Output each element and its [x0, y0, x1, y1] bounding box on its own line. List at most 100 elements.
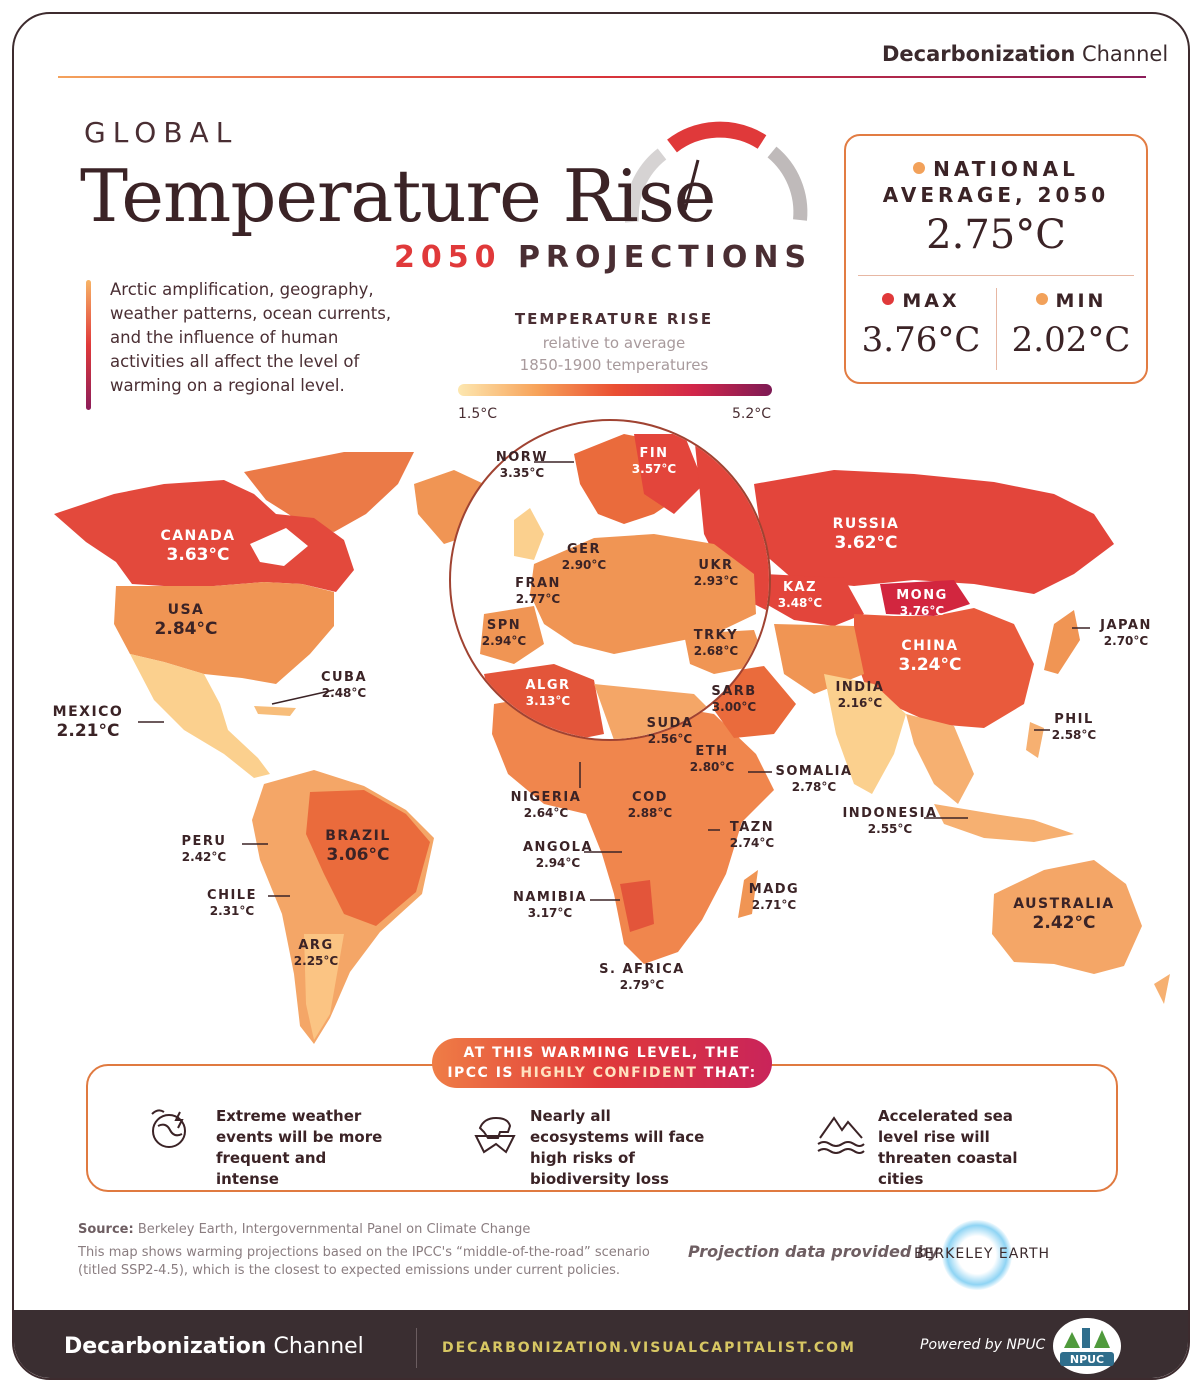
footer-bar — [14, 1310, 1188, 1378]
berkeley-earth-logo-text: BERKELEY EARTH — [914, 1246, 1051, 1262]
country-label-norw: NORW 3.35°C — [495, 450, 549, 480]
country-label-phil: PHIL 2.58°C — [1051, 712, 1097, 742]
country-label-madg: MADG 2.71°C — [748, 882, 800, 912]
stats-max-label: MAX — [846, 290, 996, 312]
mexico-shape — [130, 654, 270, 778]
europe-mainland-shape — [530, 534, 756, 654]
legend-max: 5.2°C — [732, 406, 772, 422]
country-label-arg: ARG 2.25°C — [293, 938, 339, 968]
stats-divider — [858, 275, 1134, 276]
stats-min-value: 2.02°C — [1011, 320, 1131, 360]
greenland-shape — [244, 452, 414, 532]
country-label-mong: MONG 3.76°C — [896, 588, 948, 618]
svg-text:NPUC: NPUC — [1070, 1353, 1104, 1366]
npuc-logo-icon: NPUC — [1053, 1318, 1121, 1374]
russia-shape — [754, 470, 1114, 594]
country-label-tazn: TAZN 2.74°C — [729, 820, 775, 850]
country-label-spn: SPN 2.94°C — [481, 618, 527, 648]
country-label-india: INDIA 2.16°C — [835, 680, 885, 710]
provided-by-label: Projection data provided by — [688, 1242, 939, 1261]
infographic-card: Decarbonization Channel GLOBAL Temperatu… — [12, 12, 1190, 1380]
stats-box: NATIONAL AVERAGE, 2050 2.75°C MAX MIN 3.7… — [844, 134, 1148, 384]
madagascar-shape — [738, 870, 758, 918]
powered-by-label: Powered by NPUC — [920, 1337, 1046, 1353]
country-label-sarb: SARB 3.00°C — [711, 684, 757, 714]
country-label-usa: USA 2.84°C — [154, 602, 218, 639]
legend-gradient-bar — [458, 384, 772, 396]
ipcc-item-sea-level: Accelerated sea level rise will threaten… — [878, 1107, 1018, 1188]
country-label-trky: TRKY 2.68°C — [693, 628, 739, 658]
stats-max-value: 3.76°C — [861, 320, 981, 360]
turkey-shape — [684, 630, 766, 674]
country-label-indonesia: INDONESIA 2.55°C — [842, 806, 938, 836]
ipcc-item-ecosystems: Nearly all ecosystems will face high ris… — [530, 1107, 705, 1188]
china-shape — [854, 608, 1034, 728]
country-label-cuba: CUBA 2.48°C — [320, 670, 368, 700]
mongolia-shape — [880, 580, 970, 616]
country-label-eth: ETH 2.80°C — [689, 744, 735, 774]
stats-average-value: 2.75°C — [926, 212, 1066, 258]
country-label-angola: ANGOLA 2.94°C — [522, 840, 594, 870]
footer-divider — [416, 1328, 417, 1368]
india-shape — [824, 674, 906, 794]
max-dot-icon — [882, 293, 895, 305]
country-label-brazil: BRAZIL 3.06°C — [325, 828, 391, 865]
usa-shape — [114, 582, 334, 684]
argentina-shape — [304, 934, 344, 1040]
methodology-note: This map shows warming projections based… — [78, 1245, 650, 1278]
namibia-shape — [620, 880, 654, 932]
legend-title: TEMPERATURE RISE — [514, 310, 714, 328]
avg-dot-icon — [913, 162, 926, 174]
arabia-shape — [714, 666, 796, 738]
country-label-s-africa: S. AFRICA 2.79°C — [599, 962, 685, 992]
africa-shape — [492, 690, 774, 964]
page-title: Temperature Rise — [80, 154, 716, 238]
title-global: GLOBAL — [84, 116, 239, 149]
min-dot-icon — [1035, 293, 1048, 305]
country-label-japan: JAPAN 2.70°C — [1100, 618, 1152, 648]
country-label-peru: PERU 2.42°C — [181, 834, 227, 864]
country-label-mexico: MEXICO 2.21°C — [52, 704, 124, 741]
japan-shape — [1044, 610, 1080, 674]
ipcc-item-weather: Extreme weather events will be more freq… — [216, 1107, 383, 1188]
country-label-chile: CHILE 2.31°C — [207, 888, 257, 918]
flooded-city-icon — [817, 1116, 865, 1154]
country-label-suda: SUDA 2.56°C — [646, 716, 694, 746]
intro-text: Arctic amplification, geography, weather… — [110, 280, 392, 395]
footer-url-link[interactable]: DECARBONIZATION.VISUALCAPITALIST.COM — [442, 1340, 856, 1356]
stats-average-label: NATIONAL AVERAGE, 2050 — [882, 157, 1110, 207]
gauge-icon — [624, 121, 808, 223]
finland-shape — [634, 434, 704, 514]
country-label-australia: AUSTRALIA 2.42°C — [1013, 896, 1115, 933]
country-label-china: CHINA 3.24°C — [898, 638, 962, 675]
storm-globe-icon — [151, 1109, 186, 1148]
stats-min-label: MIN — [996, 290, 1146, 312]
brazil-shape — [306, 790, 430, 926]
kazakhstan-shape — [764, 574, 864, 626]
legend-subtitle: relative to average 1850-1900 temperature… — [519, 334, 709, 374]
stats-divider-vertical — [996, 288, 997, 370]
ipcc-pill: AT THIS WARMING LEVEL, THE IPCC IS HIGHLY… — [432, 1038, 772, 1088]
brand-logo-top: Decarbonization Channel — [882, 42, 1169, 66]
brand-logo-bottom: Decarbonization Channel — [64, 1334, 364, 1359]
berkeley-earth-logo-icon — [942, 1220, 1012, 1290]
title-projections: 2050 PROJECTIONS — [394, 240, 813, 275]
country-label-nigeria: NIGERIA 2.64°C — [510, 790, 582, 820]
country-label-ukr: UKR 2.93°C — [693, 558, 739, 588]
indonesia-shape — [934, 804, 1074, 842]
header-rule — [58, 76, 1146, 78]
legend-min: 1.5°C — [458, 406, 498, 422]
world-map — [54, 419, 1170, 1044]
uk-shape — [514, 508, 544, 560]
polar-bear-icon — [474, 1116, 516, 1154]
country-label-fran: FRAN 2.77°C — [515, 576, 561, 606]
country-label-namibia: NAMIBIA 3.17°C — [512, 890, 588, 920]
australia-shape — [992, 860, 1142, 974]
intro-accent-bar — [86, 280, 91, 410]
source-line: Source: Berkeley Earth, Intergovernmenta… — [78, 1222, 531, 1237]
country-label-canada: CANADA 3.63°C — [160, 528, 236, 565]
country-label-cod: COD 2.88°C — [627, 790, 673, 820]
country-label-somalia: SOMALIA 2.78°C — [775, 764, 853, 794]
country-label-russia: RUSSIA 3.62°C — [832, 516, 900, 553]
country-label-ger: GER 2.90°C — [561, 542, 607, 572]
